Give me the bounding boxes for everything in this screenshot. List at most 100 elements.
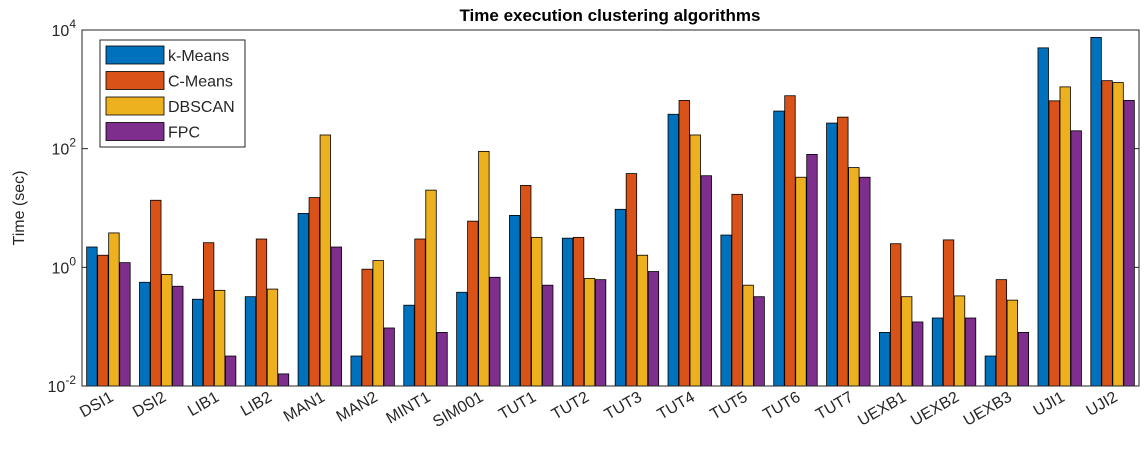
bar (753, 296, 765, 387)
bar (984, 355, 997, 387)
bar (647, 271, 660, 387)
bar (467, 220, 479, 387)
tick-base: 10 (52, 23, 70, 40)
bar (572, 236, 585, 387)
bar (350, 355, 362, 387)
bar (1059, 86, 1071, 387)
bar (308, 197, 320, 387)
y-tick-label: 104 (52, 17, 77, 40)
bar (191, 298, 204, 387)
bar (879, 332, 891, 387)
tick-base: 10 (52, 142, 70, 159)
bar (150, 199, 162, 387)
bar (720, 234, 732, 387)
y-axis-label: Time (sec) (11, 171, 28, 246)
bar (1123, 100, 1135, 387)
bar (86, 246, 98, 387)
bar (859, 176, 871, 387)
bar (1006, 299, 1019, 387)
legend-swatch (105, 71, 165, 90)
bar (689, 134, 701, 387)
x-tick-label: TUT7 (813, 389, 856, 424)
tick-exponent: 2 (69, 136, 76, 150)
x-tick-label: TUT2 (549, 389, 592, 424)
bar (912, 321, 924, 387)
bar (403, 304, 415, 387)
x-tick-label: LIB1 (185, 389, 222, 420)
tick-exponent: -2 (65, 373, 76, 387)
bar (139, 281, 151, 387)
y-tick-label: 10-2 (48, 373, 77, 396)
bar (202, 242, 215, 387)
legend-label: DBSCAN (168, 99, 235, 116)
bar (784, 95, 796, 387)
bar (636, 254, 649, 387)
legend-label: C-Means (168, 74, 233, 91)
bar (1070, 130, 1082, 387)
legend-swatch (105, 122, 165, 141)
bar (795, 176, 807, 387)
x-tick-label: MAN2 (334, 389, 381, 426)
bar (742, 284, 754, 387)
x-tick-label: MINT1 (383, 389, 433, 428)
bar (266, 288, 279, 387)
bar (531, 236, 543, 387)
legend-label: k-Means (168, 48, 229, 65)
bar (319, 134, 331, 387)
x-tick-label: TUT3 (602, 389, 645, 424)
bar (297, 213, 309, 387)
bar (1090, 37, 1102, 387)
x-tick-label: UEXB1 (855, 389, 909, 430)
legend-swatch (105, 45, 165, 65)
bar (372, 260, 384, 387)
bar (953, 295, 966, 387)
bar (848, 167, 860, 387)
bar (625, 173, 638, 387)
bar (1112, 82, 1124, 387)
bar (964, 317, 977, 387)
bar (509, 215, 521, 387)
axes-box (81, 29, 1140, 387)
bar (700, 175, 712, 387)
bar (931, 317, 944, 387)
bar (224, 355, 237, 387)
legend-swatch (105, 96, 165, 116)
x-tick-label: TUT5 (707, 389, 750, 424)
bar (97, 254, 109, 387)
bar (108, 232, 120, 387)
bar (489, 276, 501, 387)
x-tick-label: UEXB3 (961, 389, 1015, 430)
tick-base: 10 (52, 260, 70, 277)
bar (244, 296, 257, 387)
bar (583, 278, 596, 387)
tick-base: 10 (48, 379, 66, 396)
legend-label: FPC (168, 125, 200, 142)
bar (383, 327, 395, 387)
bar (436, 332, 448, 387)
bar (826, 122, 838, 387)
bar (667, 113, 679, 387)
tick-exponent: 0 (69, 254, 76, 268)
x-tick-label: UJI2 (1084, 389, 1121, 420)
chart-title: Time execution clustering algorithms (459, 6, 760, 25)
x-tick-label: MAN1 (281, 389, 328, 426)
x-tick-label: SIM001 (430, 389, 486, 431)
bar (1017, 332, 1030, 387)
y-tick-label: 100 (52, 254, 77, 277)
bar (773, 110, 785, 387)
bar (942, 239, 955, 387)
bar (1037, 47, 1049, 387)
bar (456, 291, 468, 387)
y-tick-label: 102 (52, 136, 77, 159)
bar (731, 193, 743, 387)
tick-exponent: 4 (69, 17, 76, 31)
bar (837, 116, 849, 387)
bar (1048, 100, 1060, 387)
bar (678, 100, 690, 387)
x-tick-label: TUT4 (655, 389, 698, 424)
bar (425, 189, 437, 387)
bar (478, 150, 490, 387)
bar (901, 296, 913, 387)
bar (172, 285, 184, 387)
